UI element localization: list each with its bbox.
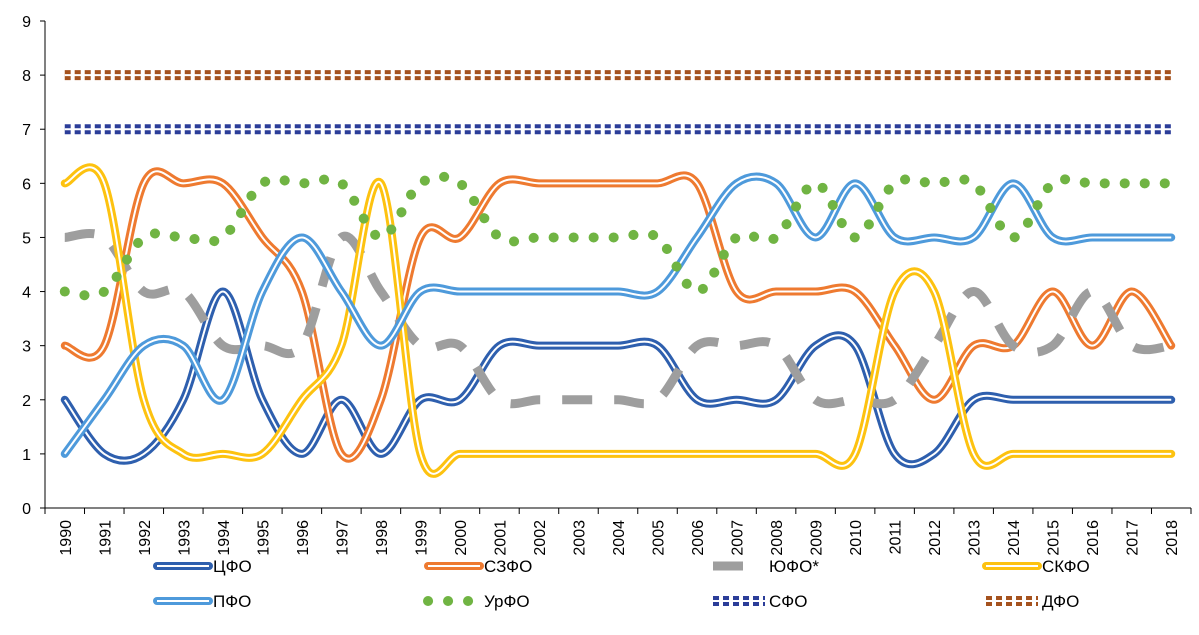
x-tick-label: 1998 [374, 520, 391, 556]
legend-item: ЮФО* [713, 557, 819, 576]
data-point [419, 344, 422, 347]
series-7 [64, 70, 1172, 81]
legend-label: СЗФО [484, 557, 532, 576]
series-5 [59, 171, 1177, 301]
x-tick-label: 2013 [967, 520, 984, 556]
data-point [775, 344, 778, 347]
x-tick-label: 1996 [295, 520, 312, 556]
series-line [60, 163, 1176, 478]
x-tick-label: 2001 [492, 520, 509, 556]
x-tick-label: 2004 [611, 520, 628, 556]
data-point [1130, 182, 1133, 185]
x-tick-label: 1990 [58, 520, 75, 556]
data-point [933, 182, 936, 185]
x-tick-label: 2018 [1164, 520, 1181, 556]
series-line [64, 228, 1172, 409]
y-tick-label: 4 [22, 285, 31, 302]
series-line [60, 172, 1176, 458]
data-point [182, 290, 185, 293]
data-point [854, 398, 857, 401]
legend-label: УрФО [484, 592, 530, 611]
legend-item: ЦФО [153, 557, 252, 576]
y-tick-label: 0 [22, 501, 31, 518]
data-point [656, 398, 659, 401]
series-0 [60, 287, 1176, 469]
data-point [814, 182, 817, 185]
x-tick-label: 2005 [651, 520, 668, 556]
y-tick-label: 6 [22, 176, 31, 193]
y-tick-label: 2 [22, 393, 31, 410]
legend: ЦФО СЗФО ЮФО* СКФО ПФО УрФО СФО ДФО [153, 557, 1090, 611]
series-line [60, 167, 1176, 463]
x-tick-label: 1997 [334, 520, 351, 556]
y-tick-label: 8 [22, 68, 31, 85]
x-tick-label: 2016 [1085, 520, 1102, 556]
series-6 [64, 124, 1172, 135]
legend-item: ПФО [153, 592, 251, 611]
data-point [142, 236, 145, 239]
x-tick-label: 1991 [97, 520, 114, 556]
legend-label: ЮФО* [769, 557, 819, 576]
series-line-inner [63, 175, 1172, 455]
y-tick-label: 7 [22, 122, 31, 139]
series-lines [59, 70, 1177, 478]
legend-item: СКФО [982, 557, 1090, 576]
data-point [1091, 182, 1094, 185]
x-tick-label: 1992 [137, 520, 154, 556]
y-tick-label: 1 [22, 447, 31, 464]
x-tick-label: 1999 [413, 520, 430, 556]
y-tick-label: 9 [22, 14, 31, 31]
x-tick-label: 2012 [927, 520, 944, 556]
legend-item: УрФО [423, 592, 530, 611]
x-tick-label: 2014 [1006, 520, 1023, 556]
legend-item: СФО [713, 592, 807, 611]
x-tick-label: 1995 [255, 520, 272, 556]
data-point [221, 236, 224, 239]
legend-item: СЗФО [424, 557, 532, 576]
x-tick-label: 2010 [848, 520, 865, 556]
x-tick-label: 2003 [571, 520, 588, 556]
data-point [735, 344, 738, 347]
legend-label: ДФО [1042, 592, 1079, 611]
x-tick-label: 2007 [730, 520, 747, 556]
data-point [933, 344, 936, 347]
series-line-inner [63, 290, 1172, 466]
y-tick-label: 3 [22, 339, 31, 356]
x-tick-label: 1994 [216, 520, 233, 556]
axes: 0 1 2 3 4 5 6 7 8 9 1990 1991 1992 1993 1994 1995 1996 19… [22, 14, 1192, 556]
data-point [696, 290, 699, 293]
data-point [182, 236, 185, 239]
x-tick-label: 2017 [1125, 520, 1142, 556]
series-line-inner [64, 170, 1173, 460]
legend-label: СФО [769, 592, 807, 611]
x-tick-label: 2002 [532, 520, 549, 556]
x-tick-label: 2006 [690, 520, 707, 556]
legend-item: ДФО [986, 592, 1079, 611]
series-4 [60, 172, 1176, 458]
data-point [893, 182, 896, 185]
data-point [1091, 290, 1094, 293]
series-2 [64, 228, 1172, 409]
legend-label: СКФО [1042, 557, 1090, 576]
data-point [498, 398, 501, 401]
series-line [59, 171, 1177, 301]
x-tick-label: 2009 [809, 520, 826, 556]
x-tick-label: 2015 [1046, 520, 1063, 556]
y-tick-label: 5 [22, 230, 31, 247]
x-tick-label: 2008 [769, 520, 786, 556]
data-point [261, 344, 264, 347]
series-1 [60, 167, 1176, 463]
data-point [103, 236, 106, 239]
data-point [972, 182, 975, 185]
legend-label: ПФО [213, 592, 251, 611]
data-point [300, 344, 303, 347]
series-line-inner [64, 166, 1172, 475]
series-3 [60, 163, 1176, 478]
legend-label: ЦФО [213, 557, 252, 576]
x-tick-label: 1993 [176, 520, 193, 556]
x-tick-label: 2000 [453, 520, 470, 556]
x-tick-label: 2011 [888, 520, 905, 555]
data-point [1130, 344, 1133, 347]
